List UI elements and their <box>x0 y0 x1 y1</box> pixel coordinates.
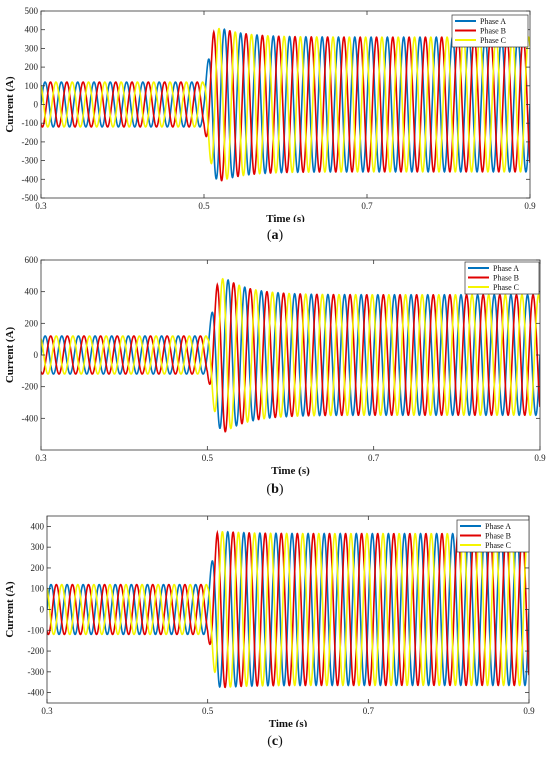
series-line-phase-a <box>41 28 530 180</box>
y-tick-label: -300 <box>22 156 39 166</box>
y-tick-label: 500 <box>25 6 39 16</box>
series-line-phase-c <box>41 27 530 181</box>
series-line-phase-b <box>41 29 530 182</box>
legend-label: Phase B <box>493 274 519 283</box>
caption-letter-c: c <box>271 734 279 749</box>
y-tick-label: 600 <box>25 255 39 265</box>
series-line-phase-c <box>41 277 540 430</box>
series-line-phase-a <box>47 530 529 689</box>
legend-label: Phase A <box>485 522 511 531</box>
chart-c: 400 300 200 100 0 -100 -200 -300 -400 0.3 0.5 0.7 0.… <box>4 515 535 727</box>
chart-panel-a: 500 400 300 200 100 0 -100 -200 -300 -400 -500 0.3 0… <box>0 0 550 250</box>
legend-label: Phase B <box>480 27 506 36</box>
x-tick-label: 0.3 <box>41 706 53 716</box>
x-tick-label: 0.9 <box>523 706 535 716</box>
x-tick-label: 0.5 <box>202 706 214 716</box>
legend-label: Phase C <box>485 541 511 550</box>
y-tick-label: -100 <box>28 625 45 635</box>
y-tick-label: 300 <box>25 43 39 53</box>
chart-panel-b: 600 400 200 0 -200 -400 0.3 0.5 0.7 0.9 Time (s) Cu… <box>0 250 550 505</box>
x-tick-label: 0.7 <box>363 706 375 716</box>
x-tick-label: 0.9 <box>524 201 536 211</box>
y-tick-label: 100 <box>25 81 39 91</box>
legend-label: Phase A <box>493 264 519 273</box>
y-tick-label: 200 <box>31 563 45 573</box>
legend-label: Phase C <box>480 36 506 45</box>
y-tick-label: 400 <box>25 287 39 297</box>
y-tick-label: -200 <box>22 137 39 147</box>
caption-letter-a: a <box>271 228 279 243</box>
x-tick-label: 0.5 <box>202 453 214 463</box>
x-tick-label: 0.7 <box>368 453 380 463</box>
x-tick-label: 0.3 <box>35 453 47 463</box>
x-tick-label: 0.3 <box>35 201 47 211</box>
series-line-phase-c <box>47 530 529 688</box>
x-axis-title: Time (s) <box>269 718 308 727</box>
y-tick-label: -400 <box>28 688 45 698</box>
y-tick-label: -100 <box>22 118 39 128</box>
series-line-phase-b <box>47 529 529 689</box>
chart-panel-c: 400 300 200 100 0 -100 -200 -300 -400 0.3 0.5 0.7 0.… <box>0 505 550 757</box>
y-tick-label: 0 <box>40 605 45 615</box>
y-tick-label: 300 <box>31 542 45 552</box>
x-axis-title: Time (s) <box>271 465 310 477</box>
caption-c: (c) <box>267 734 283 749</box>
y-tick-label: -200 <box>28 646 45 656</box>
caption-letter-b: b <box>271 482 279 497</box>
y-axis-title: Current (A) <box>4 327 16 384</box>
x-tick-label: 0.5 <box>198 201 210 211</box>
chart-b: 600 400 200 0 -200 -400 0.3 0.5 0.7 0.9 Time (s) Cu… <box>4 255 546 477</box>
y-tick-label: 0 <box>34 100 39 110</box>
y-tick-label: -300 <box>28 667 45 677</box>
y-tick-label: 100 <box>31 584 45 594</box>
x-tick-label: 0.9 <box>534 453 546 463</box>
series-line-phase-a <box>41 279 540 430</box>
x-tick-label: 0.7 <box>361 201 373 211</box>
y-tick-label: 200 <box>25 62 39 72</box>
y-tick-label: 400 <box>25 25 39 35</box>
y-tick-label: 0 <box>34 350 39 360</box>
caption-a: (a) <box>266 228 284 243</box>
y-axis-title: Current (A) <box>4 581 16 638</box>
legend-label: Phase B <box>485 532 511 541</box>
y-tick-label: -400 <box>22 413 39 423</box>
series-line-phase-b <box>41 282 540 433</box>
x-axis-title: Time (s) <box>266 213 305 222</box>
legend-label: Phase A <box>480 17 506 26</box>
y-tick-label: -200 <box>22 382 39 392</box>
legend-label: Phase C <box>493 283 519 292</box>
y-axis-title: Current (A) <box>4 76 16 133</box>
y-tick-label: -400 <box>22 174 39 184</box>
y-tick-label: -500 <box>22 193 39 203</box>
y-tick-label: 400 <box>31 521 45 531</box>
y-tick-label: 200 <box>25 318 39 328</box>
caption-b: (b) <box>266 482 284 497</box>
